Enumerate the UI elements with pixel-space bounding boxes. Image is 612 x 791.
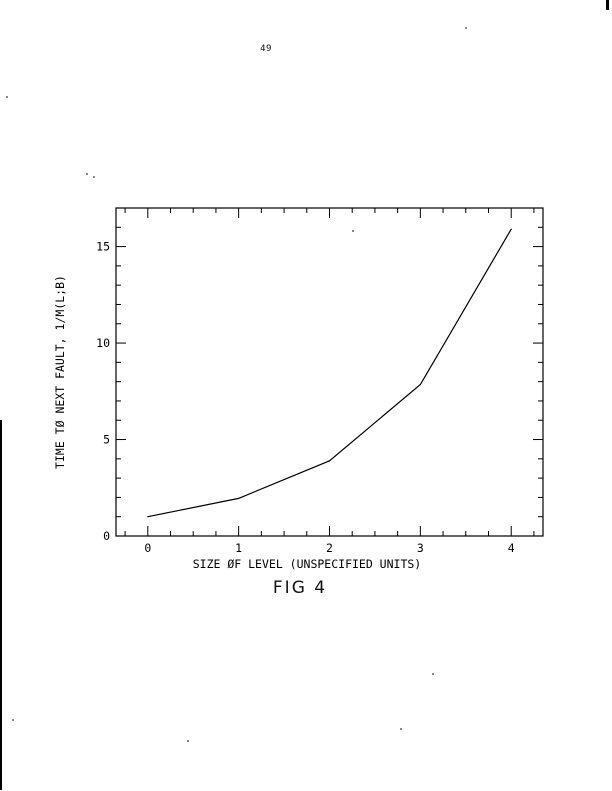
- x-tick-label: 4: [508, 541, 515, 555]
- data-point: [510, 228, 512, 230]
- scan-speck: [400, 728, 402, 730]
- labels-layer: 0 1 2 3 4 0 5 10 15: [96, 240, 515, 555]
- scan-speck: [352, 230, 354, 232]
- data-point: [419, 383, 421, 386]
- y-axis-title: TIME TØ NEXT FAULT, 1/M(L;B): [53, 275, 67, 469]
- scan-speck: [187, 740, 189, 742]
- scan-speck: [12, 719, 14, 721]
- scan-speck: [432, 673, 434, 675]
- y-tick-label: 5: [103, 433, 110, 447]
- plot-frame: [115, 207, 544, 537]
- scan-speck: [93, 176, 95, 178]
- page-number: 49: [260, 44, 272, 54]
- x-tick-label: 0: [144, 541, 151, 555]
- y-tick-label: 0: [103, 529, 110, 543]
- y-tick-label: 15: [96, 240, 110, 254]
- x-tick-label: 3: [417, 541, 424, 555]
- scan-edge-mark-left: [0, 420, 2, 790]
- scan-speck: [465, 27, 467, 29]
- x-tick-label: 2: [326, 541, 333, 555]
- scan-edge-mark-right: [606, 0, 609, 10]
- y-tick-label: 10: [96, 336, 110, 350]
- series-layer: [147, 228, 512, 518]
- data-point: [328, 460, 331, 462]
- scan-speck: [6, 96, 8, 98]
- figure-caption: FIG 4: [272, 578, 328, 598]
- data-point: [238, 497, 240, 499]
- x-axis-title: SIZE ØF LEVEL (UNSPECIFIED UNITS): [193, 557, 421, 571]
- series-line: [147, 228, 512, 518]
- ticks-layer: [116, 207, 543, 537]
- scan-speck: [86, 173, 88, 175]
- x-tick-label: 1: [235, 541, 242, 555]
- data-point: [147, 516, 149, 518]
